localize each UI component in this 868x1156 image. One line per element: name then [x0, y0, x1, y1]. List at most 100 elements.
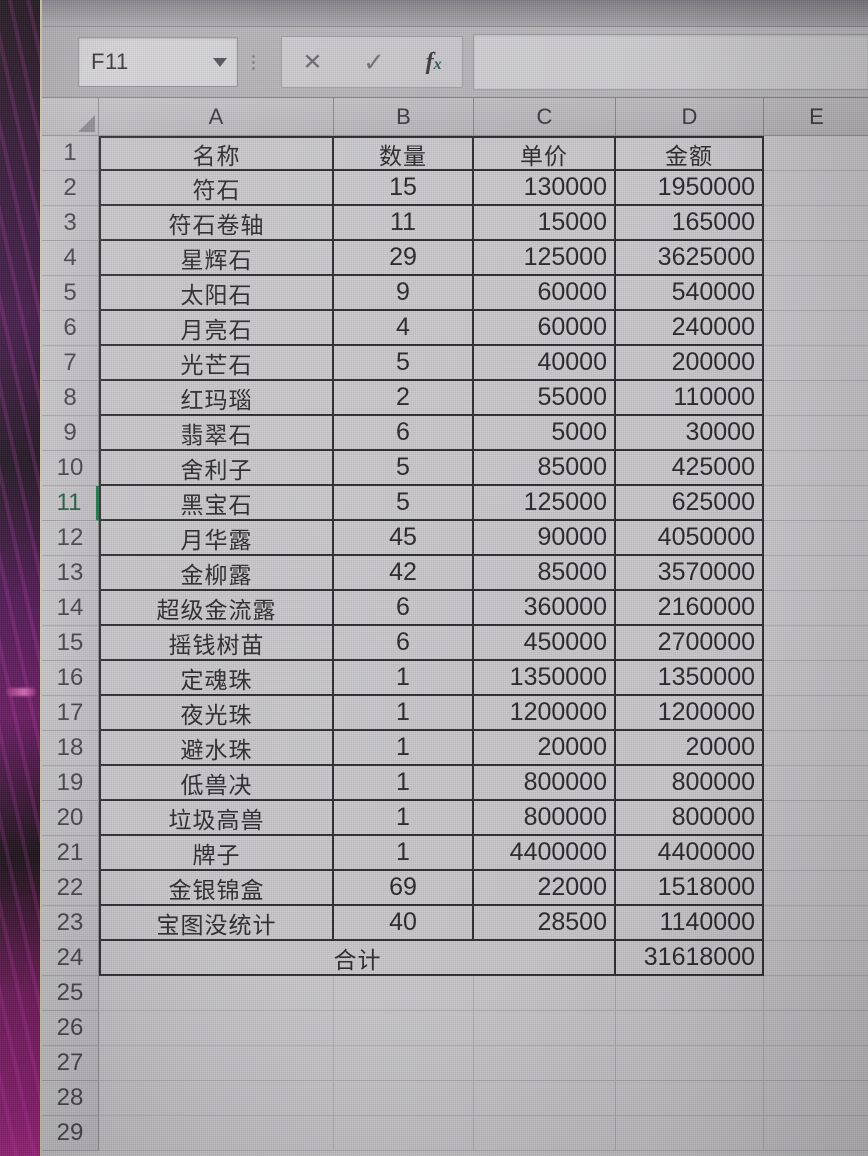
cell-empty[interactable]	[764, 836, 868, 871]
cell-header-qty[interactable]: 数量	[334, 136, 474, 171]
cell-empty[interactable]	[99, 1011, 334, 1046]
cell-empty[interactable]	[616, 976, 764, 1011]
column-header-e[interactable]: E	[764, 98, 868, 136]
cell-empty[interactable]	[764, 381, 868, 416]
cell-empty[interactable]	[99, 1081, 334, 1116]
row-header-14[interactable]: 14	[42, 591, 99, 626]
cell-item-qty[interactable]: 1	[334, 661, 474, 696]
cell-empty[interactable]	[334, 1116, 474, 1151]
cell-empty[interactable]	[474, 1116, 616, 1151]
cell-empty[interactable]	[764, 486, 868, 521]
cell-empty[interactable]	[99, 1116, 334, 1151]
cell-item-qty[interactable]: 29	[334, 241, 474, 276]
cell-empty[interactable]	[764, 416, 868, 451]
cell-empty[interactable]	[764, 766, 868, 801]
row-header-18[interactable]: 18	[42, 731, 99, 766]
row-header-23[interactable]: 23	[42, 906, 99, 941]
cell-empty[interactable]	[764, 696, 868, 731]
cell-item-amount[interactable]: 110000	[616, 381, 764, 416]
cell-empty[interactable]	[764, 556, 868, 591]
cell-item-qty[interactable]: 11	[334, 206, 474, 241]
cell-item-name[interactable]: 宝图没统计	[99, 906, 334, 941]
cell-empty[interactable]	[764, 1081, 868, 1116]
cell-total-amount[interactable]: 31618000	[616, 941, 764, 976]
cell-item-amount[interactable]: 1140000	[616, 906, 764, 941]
insert-function-icon[interactable]: fx	[425, 48, 442, 75]
select-all-corner[interactable]	[42, 98, 99, 136]
cell-item-amount[interactable]: 4050000	[616, 521, 764, 556]
row-header-28[interactable]: 28	[42, 1081, 99, 1116]
cell-item-qty[interactable]: 5	[334, 451, 474, 486]
cell-item-amount[interactable]: 1350000	[616, 661, 764, 696]
cell-empty[interactable]	[764, 871, 868, 906]
cell-item-amount[interactable]: 20000	[616, 731, 764, 766]
cell-header-name[interactable]: 名称	[99, 136, 334, 171]
cell-empty[interactable]	[764, 451, 868, 486]
cell-item-name[interactable]: 星辉石	[99, 241, 334, 276]
row-header-24[interactable]: 24	[42, 941, 99, 976]
cell-item-price[interactable]: 125000	[474, 241, 616, 276]
cell-item-price[interactable]: 4400000	[474, 836, 616, 871]
cell-item-amount[interactable]: 800000	[616, 766, 764, 801]
cell-header-price[interactable]: 单价	[474, 136, 616, 171]
cell-empty[interactable]	[764, 171, 868, 206]
cell-empty[interactable]	[764, 311, 868, 346]
cell-item-amount[interactable]: 3625000	[616, 241, 764, 276]
cell-item-amount[interactable]: 2160000	[616, 591, 764, 626]
cell-item-qty[interactable]: 42	[334, 556, 474, 591]
cell-item-price[interactable]: 20000	[474, 731, 616, 766]
cell-item-name[interactable]: 超级金流露	[99, 591, 334, 626]
cell-item-name[interactable]: 金银锦盒	[99, 871, 334, 906]
cell-item-name[interactable]: 黑宝石	[99, 486, 334, 521]
cell-item-name[interactable]: 符石	[99, 171, 334, 206]
cell-item-qty[interactable]: 9	[334, 276, 474, 311]
cell-empty[interactable]	[764, 1046, 868, 1081]
row-header-25[interactable]: 25	[42, 976, 99, 1011]
cell-item-name[interactable]: 避水珠	[99, 731, 334, 766]
cell-item-name[interactable]: 金柳露	[99, 556, 334, 591]
cell-item-price[interactable]: 40000	[474, 346, 616, 381]
cell-item-amount[interactable]: 4400000	[616, 836, 764, 871]
cell-item-price[interactable]: 55000	[474, 381, 616, 416]
cell-header-amount[interactable]: 金额	[616, 136, 764, 171]
cell-item-qty[interactable]: 1	[334, 696, 474, 731]
cell-item-qty[interactable]: 15	[334, 171, 474, 206]
row-header-20[interactable]: 20	[42, 801, 99, 836]
cell-item-qty[interactable]: 45	[334, 521, 474, 556]
cell-empty[interactable]	[764, 241, 868, 276]
row-header-12[interactable]: 12	[42, 521, 99, 556]
cell-item-price[interactable]: 800000	[474, 766, 616, 801]
row-header-3[interactable]: 3	[42, 206, 99, 241]
cell-item-name[interactable]: 月华露	[99, 521, 334, 556]
cell-item-price[interactable]: 130000	[474, 171, 616, 206]
cell-item-amount[interactable]: 3570000	[616, 556, 764, 591]
cell-item-name[interactable]: 定魂珠	[99, 661, 334, 696]
cell-item-qty[interactable]: 1	[334, 766, 474, 801]
cell-item-name[interactable]: 牌子	[99, 836, 334, 871]
cell-empty[interactable]	[474, 1081, 616, 1116]
cell-item-price[interactable]: 22000	[474, 871, 616, 906]
cell-item-amount[interactable]: 425000	[616, 451, 764, 486]
cell-item-qty[interactable]: 69	[334, 871, 474, 906]
cell-empty[interactable]	[334, 1046, 474, 1081]
cell-item-qty[interactable]: 1	[334, 801, 474, 836]
cell-empty[interactable]	[474, 1046, 616, 1081]
cell-empty[interactable]	[616, 1081, 764, 1116]
row-header-22[interactable]: 22	[42, 871, 99, 906]
row-header-4[interactable]: 4	[42, 241, 99, 276]
cell-item-name[interactable]: 翡翠石	[99, 416, 334, 451]
cell-item-price[interactable]: 125000	[474, 486, 616, 521]
cell-empty[interactable]	[334, 1081, 474, 1116]
cell-item-qty[interactable]: 6	[334, 416, 474, 451]
cell-empty[interactable]	[764, 661, 868, 696]
name-box[interactable]: F11	[78, 37, 238, 87]
row-header-16[interactable]: 16	[42, 661, 99, 696]
cell-item-amount[interactable]: 2700000	[616, 626, 764, 661]
cell-item-amount[interactable]: 1950000	[616, 171, 764, 206]
row-header-27[interactable]: 27	[42, 1046, 99, 1081]
row-header-8[interactable]: 8	[42, 381, 99, 416]
cell-empty[interactable]	[764, 591, 868, 626]
cell-item-amount[interactable]: 625000	[616, 486, 764, 521]
cell-item-amount[interactable]: 30000	[616, 416, 764, 451]
cell-item-price[interactable]: 85000	[474, 451, 616, 486]
